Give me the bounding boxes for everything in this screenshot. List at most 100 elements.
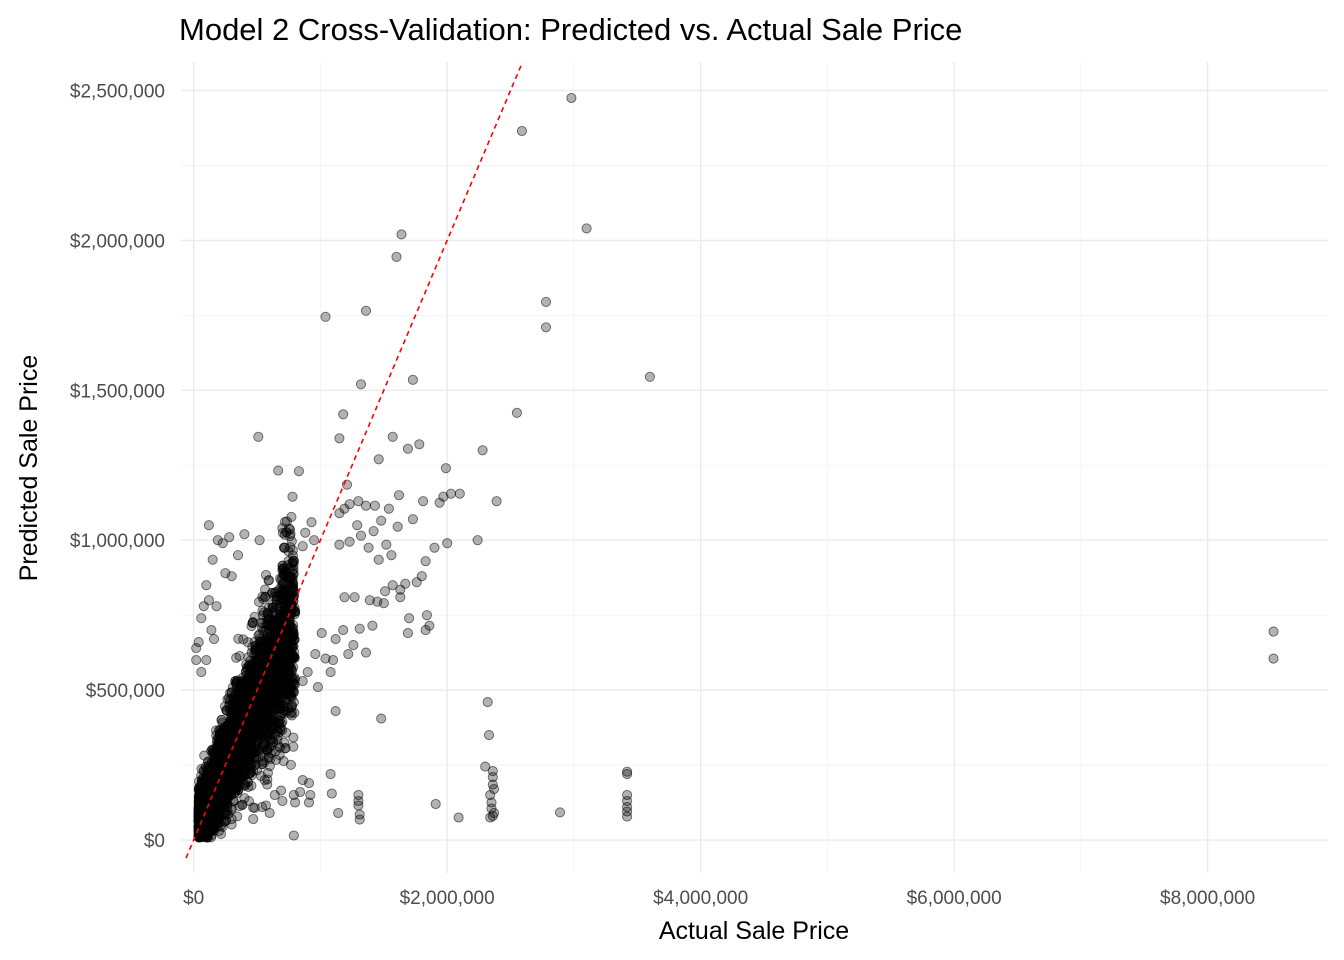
- data-point: [453, 812, 464, 823]
- data-point: [242, 723, 253, 734]
- data-point: [344, 536, 355, 547]
- data-point: [297, 775, 308, 786]
- data-point: [231, 765, 243, 776]
- data-point: [191, 655, 202, 666]
- data-point: [214, 735, 226, 746]
- x-tick-label: $4,000,000: [653, 888, 748, 909]
- data-point: [400, 578, 411, 589]
- data-point: [286, 536, 297, 547]
- data-point: [285, 573, 296, 584]
- y-axis-title: Predicted Sale Price: [15, 355, 43, 582]
- data-point: [334, 539, 345, 550]
- data-point: [237, 799, 248, 810]
- data-point: [259, 718, 271, 729]
- data-point: [269, 683, 280, 694]
- data-point: [483, 730, 495, 741]
- data-point: [277, 795, 288, 807]
- data-point: [376, 515, 387, 526]
- data-point: [540, 296, 552, 307]
- data-point: [228, 700, 239, 711]
- data-point: [540, 322, 552, 333]
- data-point: [487, 810, 498, 822]
- data-point: [395, 592, 406, 603]
- data-point: [208, 634, 220, 645]
- data-point: [393, 490, 405, 501]
- data-point: [380, 586, 391, 597]
- data-point: [281, 688, 292, 699]
- data-point: [334, 433, 345, 444]
- data-point: [259, 654, 270, 665]
- data-point: [360, 500, 372, 511]
- data-point: [376, 713, 387, 724]
- data-point: [309, 535, 320, 546]
- data-point: [297, 541, 308, 552]
- data-point: [352, 520, 363, 531]
- data-point: [281, 589, 292, 600]
- data-point: [293, 466, 304, 477]
- data-point: [265, 613, 276, 624]
- data-point: [216, 714, 227, 725]
- data-point: [420, 625, 431, 636]
- chart-title: Model 2 Cross-Validation: Predicted vs. …: [179, 12, 962, 47]
- data-point: [387, 431, 398, 442]
- data-point: [355, 530, 367, 541]
- data-point: [279, 542, 290, 553]
- data-point: [368, 526, 379, 537]
- y-tick-label: $2,000,000: [70, 231, 165, 252]
- data-point: [396, 229, 407, 240]
- data-point: [281, 727, 292, 738]
- data-point: [221, 782, 232, 794]
- x-tick-label: $2,000,000: [400, 888, 495, 909]
- data-point: [201, 655, 212, 666]
- data-point: [333, 807, 344, 819]
- data-point: [287, 491, 298, 502]
- data-point: [300, 527, 311, 538]
- data-point: [191, 643, 202, 654]
- data-point: [278, 756, 289, 767]
- data-point: [378, 598, 389, 609]
- data-point: [343, 649, 354, 660]
- data-point: [334, 508, 345, 519]
- scatter-points: [191, 92, 1279, 843]
- data-point: [407, 374, 418, 385]
- data-point: [306, 517, 317, 528]
- data-point: [581, 223, 592, 234]
- data-point: [414, 439, 425, 450]
- data-point: [205, 806, 216, 817]
- data-point: [233, 784, 244, 795]
- data-point: [472, 535, 483, 546]
- data-point: [411, 577, 422, 588]
- data-point: [554, 807, 566, 818]
- x-axis-title: Actual Sale Price: [659, 917, 849, 945]
- data-point: [196, 613, 207, 624]
- data-point: [373, 554, 384, 565]
- x-tick-label: $8,000,000: [1160, 888, 1255, 909]
- data-point: [303, 797, 315, 808]
- data-point: [234, 650, 245, 662]
- data-point: [250, 759, 261, 770]
- data-point: [288, 830, 299, 841]
- data-point: [290, 797, 301, 808]
- x-tick-label: $0: [183, 888, 204, 909]
- data-point: [201, 580, 212, 591]
- data-point: [381, 539, 392, 550]
- data-point: [325, 667, 336, 678]
- data-point: [232, 550, 244, 561]
- data-point: [418, 496, 429, 507]
- data-point: [268, 737, 279, 748]
- data-point: [253, 431, 264, 442]
- data-point: [482, 697, 493, 708]
- data-point: [338, 409, 349, 420]
- data-point: [257, 801, 268, 813]
- data-point: [511, 407, 522, 418]
- data-point: [430, 798, 441, 810]
- data-point: [566, 92, 577, 104]
- data-point: [206, 625, 217, 636]
- data-point: [360, 647, 372, 658]
- data-point: [203, 595, 214, 606]
- data-point: [1268, 626, 1279, 637]
- y-tick-label: $0: [144, 831, 165, 852]
- data-point: [254, 535, 265, 546]
- data-point: [310, 649, 321, 660]
